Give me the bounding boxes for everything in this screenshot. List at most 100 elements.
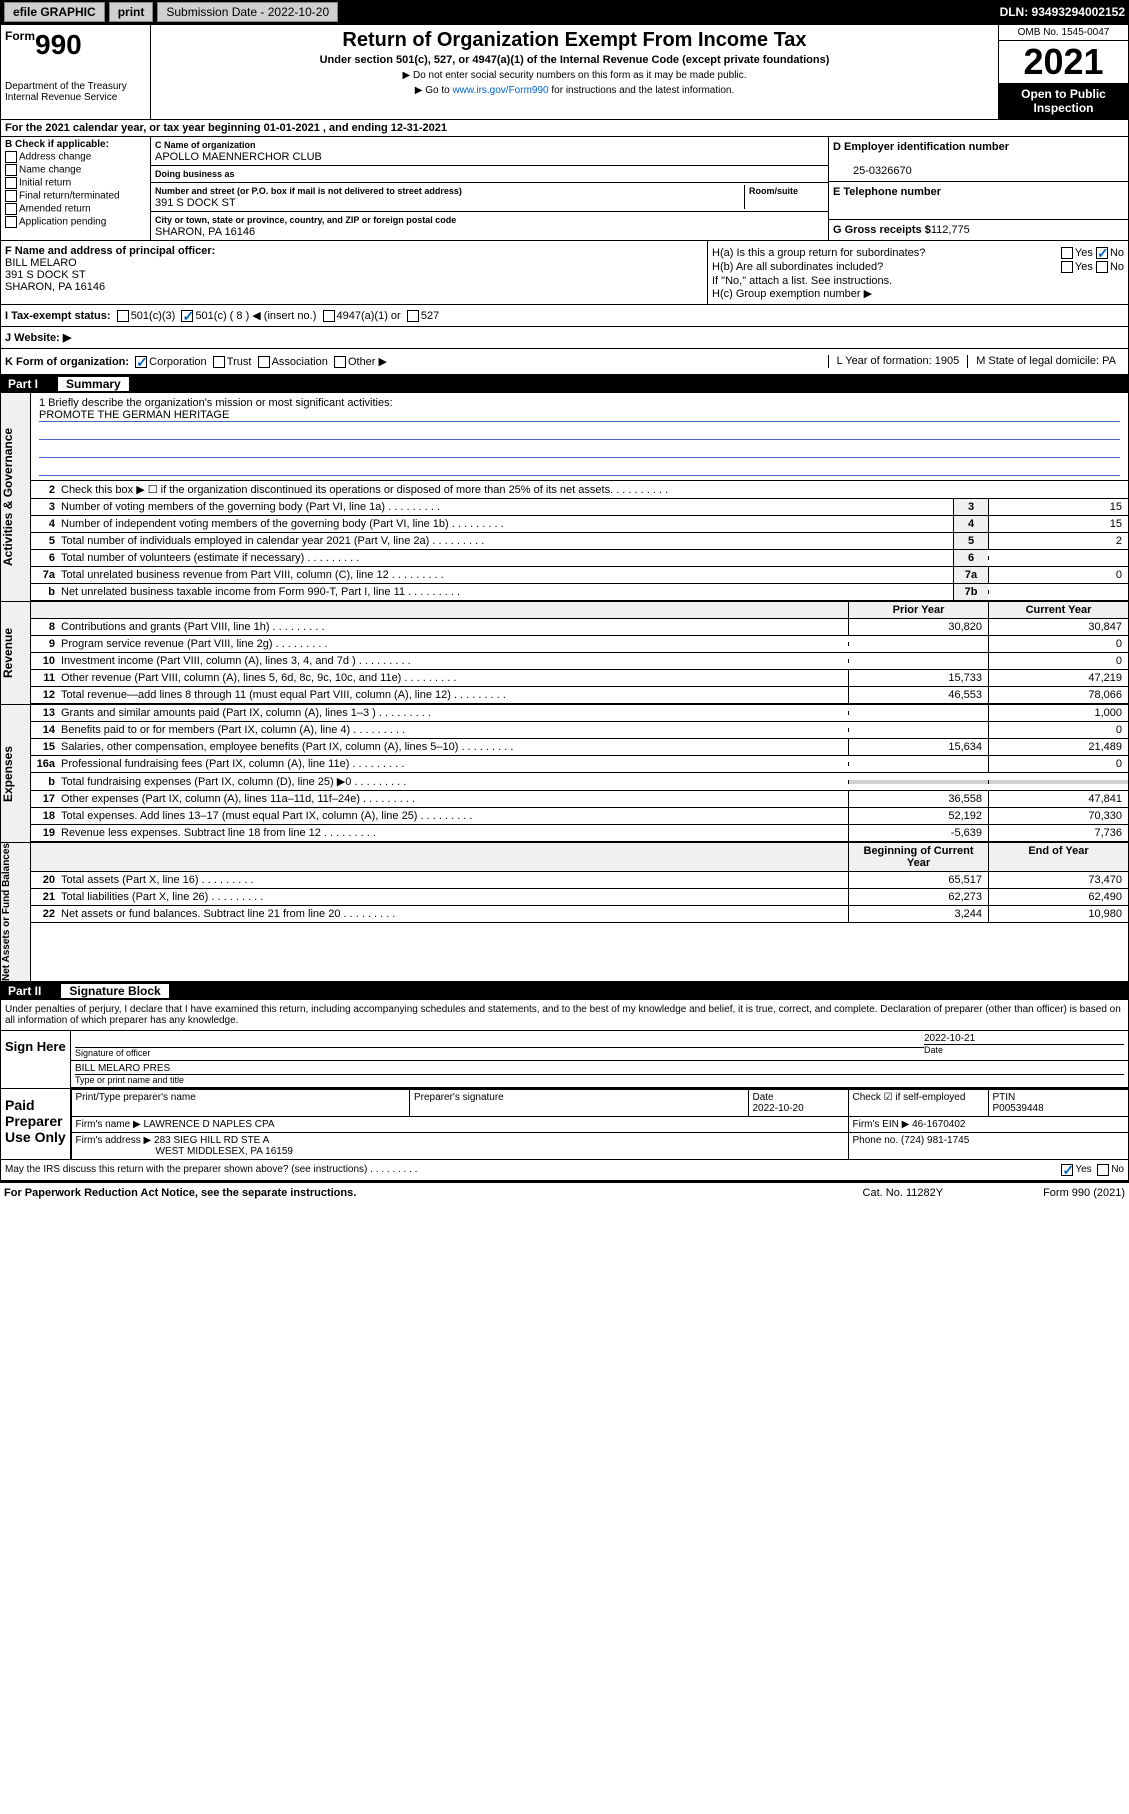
form-title-box: Return of Organization Exempt From Incom…	[151, 25, 998, 119]
ein: 25-0326670	[833, 165, 912, 177]
year-box: OMB No. 1545-0047 2021 Open to Public In…	[998, 25, 1128, 119]
mission-box: 1 Briefly describe the organization's mi…	[31, 393, 1128, 481]
form-subtitle: Under section 501(c), 527, or 4947(a)(1)…	[155, 54, 994, 66]
form-header: Form990 Department of the TreasuryIntern…	[0, 24, 1129, 120]
omb-number: OMB No. 1545-0047	[999, 25, 1128, 41]
check-amended[interactable]	[5, 203, 17, 215]
check-application[interactable]	[5, 216, 17, 228]
table-row: 16aProfessional fundraising fees (Part I…	[31, 756, 1128, 773]
k-trust[interactable]	[213, 356, 225, 368]
part1-header: Part I Summary	[0, 375, 1129, 393]
table-row: 20Total assets (Part X, line 16)65,51773…	[31, 872, 1128, 889]
table-row: 10Investment income (Part VIII, column (…	[31, 653, 1128, 670]
table-row: 12Total revenue—add lines 8 through 11 (…	[31, 687, 1128, 704]
i-501c3[interactable]	[117, 310, 129, 322]
table-row: 15Salaries, other compensation, employee…	[31, 739, 1128, 756]
k-corp[interactable]	[135, 356, 147, 368]
net-assets-section: Net Assets or Fund Balances Beginning of…	[0, 843, 1129, 982]
check-name-change[interactable]	[5, 164, 17, 176]
signature-section: Under penalties of perjury, I declare th…	[0, 1000, 1129, 1181]
table-row: 14Benefits paid to or for members (Part …	[31, 722, 1128, 739]
open-public: Open to Public Inspection	[999, 83, 1128, 119]
check-address-change[interactable]	[5, 151, 17, 163]
firm-addr: 283 SIEG HILL RD STE A	[154, 1135, 269, 1146]
row-i: I Tax-exempt status: 501(c)(3) 501(c) ( …	[0, 305, 1129, 327]
form-note-2: ▶ Go to www.irs.gov/Form990 for instruct…	[155, 85, 994, 96]
vtab-net: Net Assets or Fund Balances	[1, 843, 31, 981]
sig-declaration: Under penalties of perjury, I declare th…	[1, 1000, 1128, 1030]
check-initial-return[interactable]	[5, 177, 17, 189]
print-button[interactable]: print	[109, 2, 154, 22]
table-row: bNet unrelated business taxable income f…	[31, 584, 1128, 601]
i-527[interactable]	[407, 310, 419, 322]
table-row: 18Total expenses. Add lines 13–17 (must …	[31, 808, 1128, 825]
mission-text: PROMOTE THE GERMAN HERITAGE	[39, 409, 1120, 422]
form-number: Form990	[5, 29, 146, 61]
table-row: 9Program service revenue (Part VIII, lin…	[31, 636, 1128, 653]
top-bar: efile GRAPHIC print Submission Date - 20…	[0, 0, 1129, 24]
firm-ein: 46-1670402	[912, 1119, 965, 1130]
vtab-governance: Activities & Governance	[1, 393, 31, 601]
table-row: 3Number of voting members of the governi…	[31, 499, 1128, 516]
table-row: 13Grants and similar amounts paid (Part …	[31, 705, 1128, 722]
k-other[interactable]	[334, 356, 346, 368]
table-row: 11Other revenue (Part VIII, column (A), …	[31, 670, 1128, 687]
hb-no[interactable]	[1096, 261, 1108, 273]
box-f: F Name and address of principal officer:…	[1, 241, 708, 304]
check-final-return[interactable]	[5, 190, 17, 202]
row-j: J Website: ▶	[0, 327, 1129, 349]
irs-link[interactable]: www.irs.gov/Form990	[452, 85, 548, 96]
table-row: 17Other expenses (Part IX, column (A), l…	[31, 791, 1128, 808]
vtab-revenue: Revenue	[1, 602, 31, 704]
vtab-expenses: Expenses	[1, 705, 31, 842]
i-501c[interactable]	[181, 310, 193, 322]
org-name: APOLLO MAENNERCHOR CLUB	[155, 151, 322, 163]
sign-here-label: Sign Here	[1, 1031, 71, 1088]
section-bcdefg: B Check if applicable: Address change Na…	[0, 137, 1129, 241]
table-row: 7aTotal unrelated business revenue from …	[31, 567, 1128, 584]
k-assoc[interactable]	[258, 356, 270, 368]
box-h: H(a) Is this a group return for subordin…	[708, 241, 1128, 304]
submission-date: Submission Date - 2022-10-20	[157, 2, 338, 22]
table-row: 4Number of independent voting members of…	[31, 516, 1128, 533]
ha-yes[interactable]	[1061, 247, 1073, 259]
table-row: 6Total number of volunteers (estimate if…	[31, 550, 1128, 567]
paid-preparer-label: Paid Preparer Use Only	[1, 1089, 71, 1159]
table-row: bTotal fundraising expenses (Part IX, co…	[31, 773, 1128, 791]
officer-printed-name: BILL MELARO PRES	[75, 1063, 170, 1074]
part2-header: Part II Signature Block	[0, 982, 1129, 1000]
box-c: C Name of organizationAPOLLO MAENNERCHOR…	[151, 137, 828, 240]
form-note-1: ▶ Do not enter social security numbers o…	[155, 70, 994, 81]
firm-phone: (724) 981-1745	[901, 1135, 969, 1146]
ptin: P00539448	[993, 1103, 1044, 1114]
tax-year: 2021	[999, 41, 1128, 83]
tax-year-row: For the 2021 calendar year, or tax year …	[0, 120, 1129, 137]
table-row: 8Contributions and grants (Part VIII, li…	[31, 619, 1128, 636]
preparer-grid: Print/Type preparer's namePreparer's sig…	[71, 1089, 1128, 1159]
may-irs-no[interactable]	[1097, 1164, 1109, 1176]
dln: DLN: 93493294002152	[1000, 5, 1125, 19]
may-irs-yes[interactable]	[1061, 1164, 1073, 1176]
hb-yes[interactable]	[1061, 261, 1073, 273]
officer-name: BILL MELARO	[5, 257, 77, 269]
form-title: Return of Organization Exempt From Incom…	[155, 29, 994, 52]
section-fh: F Name and address of principal officer:…	[0, 241, 1129, 305]
efile-button[interactable]: efile GRAPHIC	[4, 2, 105, 22]
sig-date: 2022-10-21	[924, 1033, 975, 1044]
table-row: 19Revenue less expenses. Subtract line 1…	[31, 825, 1128, 842]
table-row: 22Net assets or fund balances. Subtract …	[31, 906, 1128, 923]
org-city: SHARON, PA 16146	[155, 226, 255, 238]
ha-no[interactable]	[1096, 247, 1108, 259]
form-id-box: Form990 Department of the TreasuryIntern…	[1, 25, 151, 119]
box-b: B Check if applicable: Address change Na…	[1, 137, 151, 240]
revenue-section: Revenue Prior YearCurrent Year 8Contribu…	[0, 602, 1129, 705]
table-row: 21Total liabilities (Part X, line 26)62,…	[31, 889, 1128, 906]
org-address: 391 S DOCK ST	[155, 197, 236, 209]
firm-name: LAWRENCE D NAPLES CPA	[143, 1119, 274, 1130]
page-footer: For Paperwork Reduction Act Notice, see …	[0, 1181, 1129, 1203]
table-row: 5Total number of individuals employed in…	[31, 533, 1128, 550]
box-defg: D Employer identification number25-03266…	[828, 137, 1128, 240]
i-4947[interactable]	[323, 310, 335, 322]
table-row: 2Check this box ▶ ☐ if the organization …	[31, 481, 1128, 499]
part1-body: Activities & Governance 1 Briefly descri…	[0, 393, 1129, 602]
